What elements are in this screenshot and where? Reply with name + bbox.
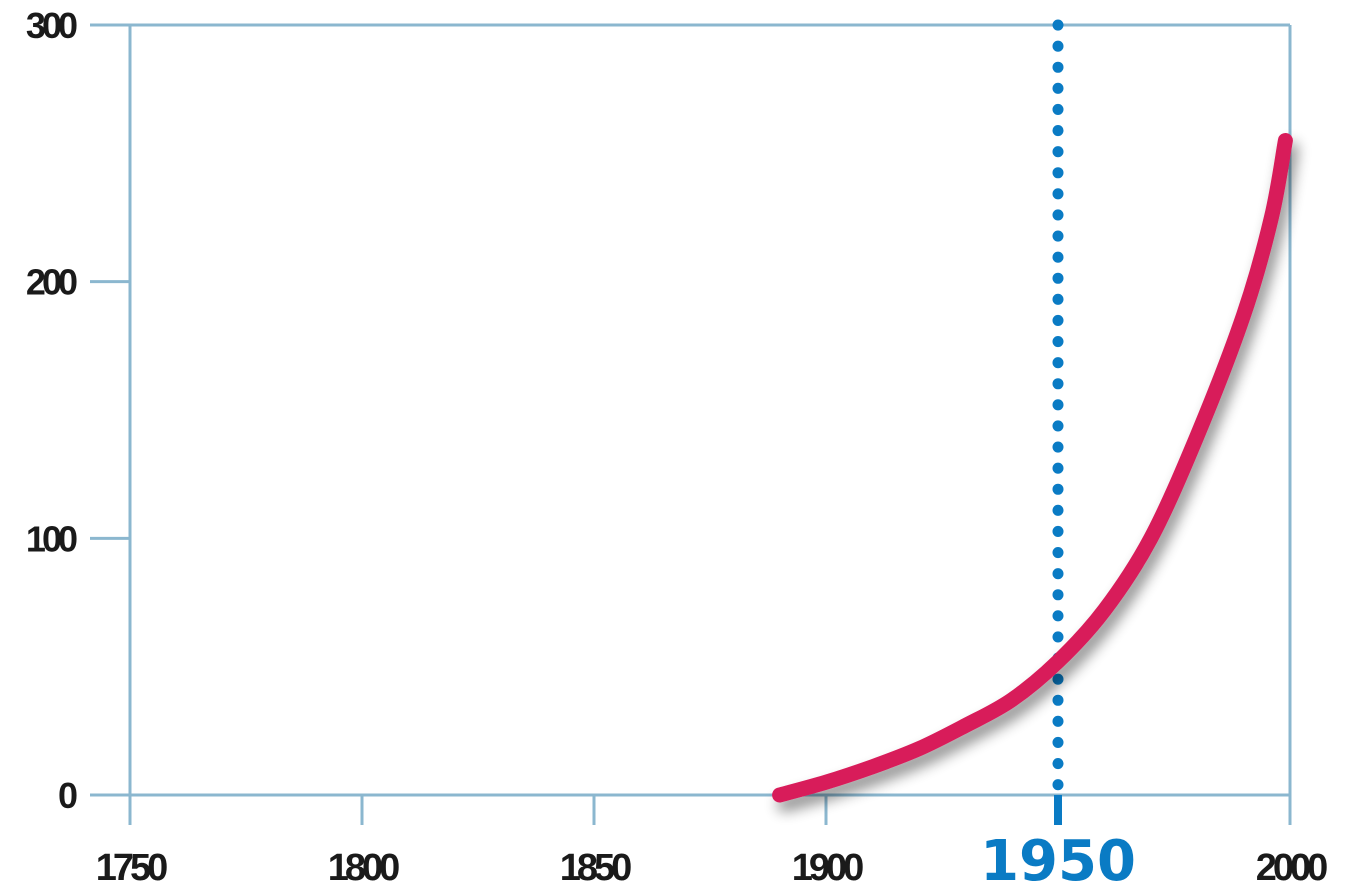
x-tick-label-5: 2000 [1256, 847, 1327, 889]
series-layer [772, 133, 1293, 803]
highlight-year-label: 1950 [980, 829, 1136, 893]
label-layer: 0 100 200 300 1750 1800 1850 1900 1950 2000 [26, 5, 1331, 893]
y-tick-label-1: 100 [26, 518, 77, 559]
x-tick-label-1: 1800 [328, 847, 399, 889]
x-tick-label-3: 1900 [792, 847, 863, 889]
x-tick-label-0: 1750 [96, 847, 167, 889]
series-line-0 [772, 133, 1293, 803]
y-tick-label-2: 200 [26, 262, 77, 303]
y-tick-label-0: 0 [58, 775, 77, 816]
y-tick-label-3: 300 [26, 5, 77, 46]
axis-layer [90, 23, 1292, 825]
x-tick-label-2: 1850 [560, 847, 631, 889]
